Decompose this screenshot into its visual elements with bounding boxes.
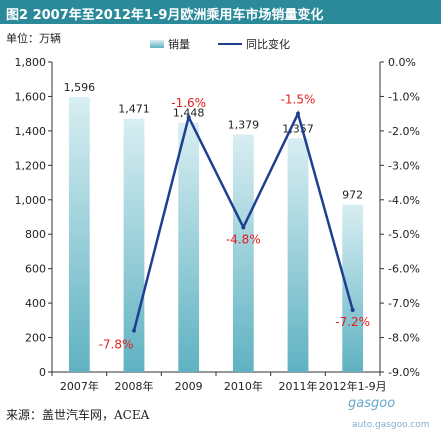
left-tick-label: 1,800 (15, 56, 47, 69)
line-point (350, 308, 355, 312)
bar-data-label: 972 (342, 189, 363, 202)
bar-data-label: 1,379 (228, 119, 260, 132)
bar-sales (123, 118, 145, 373)
right-tick-label: -3.0% (388, 159, 420, 172)
x-tick-label: 2007年 (60, 379, 99, 393)
x-tick-label: 2008年 (115, 379, 154, 393)
left-tick-label: 1,000 (15, 194, 47, 207)
left-tick-label: 200 (25, 332, 46, 345)
line-data-label: -4.8% (226, 232, 261, 246)
bar-sales (342, 204, 364, 372)
left-tick-label: 600 (25, 263, 46, 276)
line-data-label: -1.6% (171, 96, 206, 110)
left-tick-label: 800 (25, 228, 46, 241)
right-tick-label: -7.0% (388, 297, 420, 310)
right-tick-label: -1.0% (388, 90, 420, 103)
bar-data-label: 1,357 (282, 122, 314, 135)
bar-data-label: 1,596 (64, 81, 96, 94)
left-tick-label: 1,600 (15, 90, 47, 103)
x-tick-label: 2012年1-9月 (319, 379, 387, 393)
bar-data-label: 1,471 (118, 103, 150, 116)
bar-data-label: 1,448 (173, 107, 205, 120)
header-bar (0, 0, 441, 24)
left-tick-label: 1,400 (15, 125, 47, 138)
line-data-label: -1.5% (281, 93, 316, 107)
right-tick-label: 0.0% (388, 56, 416, 69)
right-tick-label: -5.0% (388, 228, 420, 241)
left-tick-label: 400 (25, 297, 46, 310)
left-tick-label: 1,200 (15, 159, 47, 172)
x-tick-label: 2010年 (224, 379, 263, 393)
line-point (241, 225, 246, 230)
watermark-url: auto.gasgoo.com (352, 420, 430, 430)
right-tick-label: -6.0% (388, 263, 420, 276)
line-data-label: -7.2% (335, 315, 370, 329)
chart-title: 图2 2007年至2012年1-9月欧洲乘用车市场销量变化 (6, 8, 324, 23)
line-point (296, 111, 300, 116)
x-tick-label: 2009 (175, 380, 203, 393)
line-point (132, 328, 136, 333)
right-tick-label: -8.0% (388, 332, 420, 345)
legend-line-label: 同比变化 (246, 37, 290, 51)
right-tick-label: -4.0% (388, 194, 420, 207)
legend-bar-label: 销量 (168, 37, 190, 51)
legend-bar-swatch (150, 40, 164, 48)
bar-sales (68, 97, 90, 372)
line-point (186, 115, 191, 120)
line-data-label: -7.8% (99, 338, 134, 352)
right-tick-label: -2.0% (388, 125, 420, 138)
left-tick-label: 0 (39, 366, 46, 379)
source-text: 来源：盖世汽车网，ACEA (6, 408, 150, 422)
bar-sales (287, 138, 309, 372)
x-tick-label: 2011年 (279, 379, 318, 393)
right-tick-label: -9.0% (388, 366, 420, 379)
bar-sales (178, 122, 200, 372)
unit-label: 单位：万辆 (6, 32, 61, 45)
bar-sales (232, 134, 254, 372)
watermark-logo: gasgoo (348, 396, 396, 411)
